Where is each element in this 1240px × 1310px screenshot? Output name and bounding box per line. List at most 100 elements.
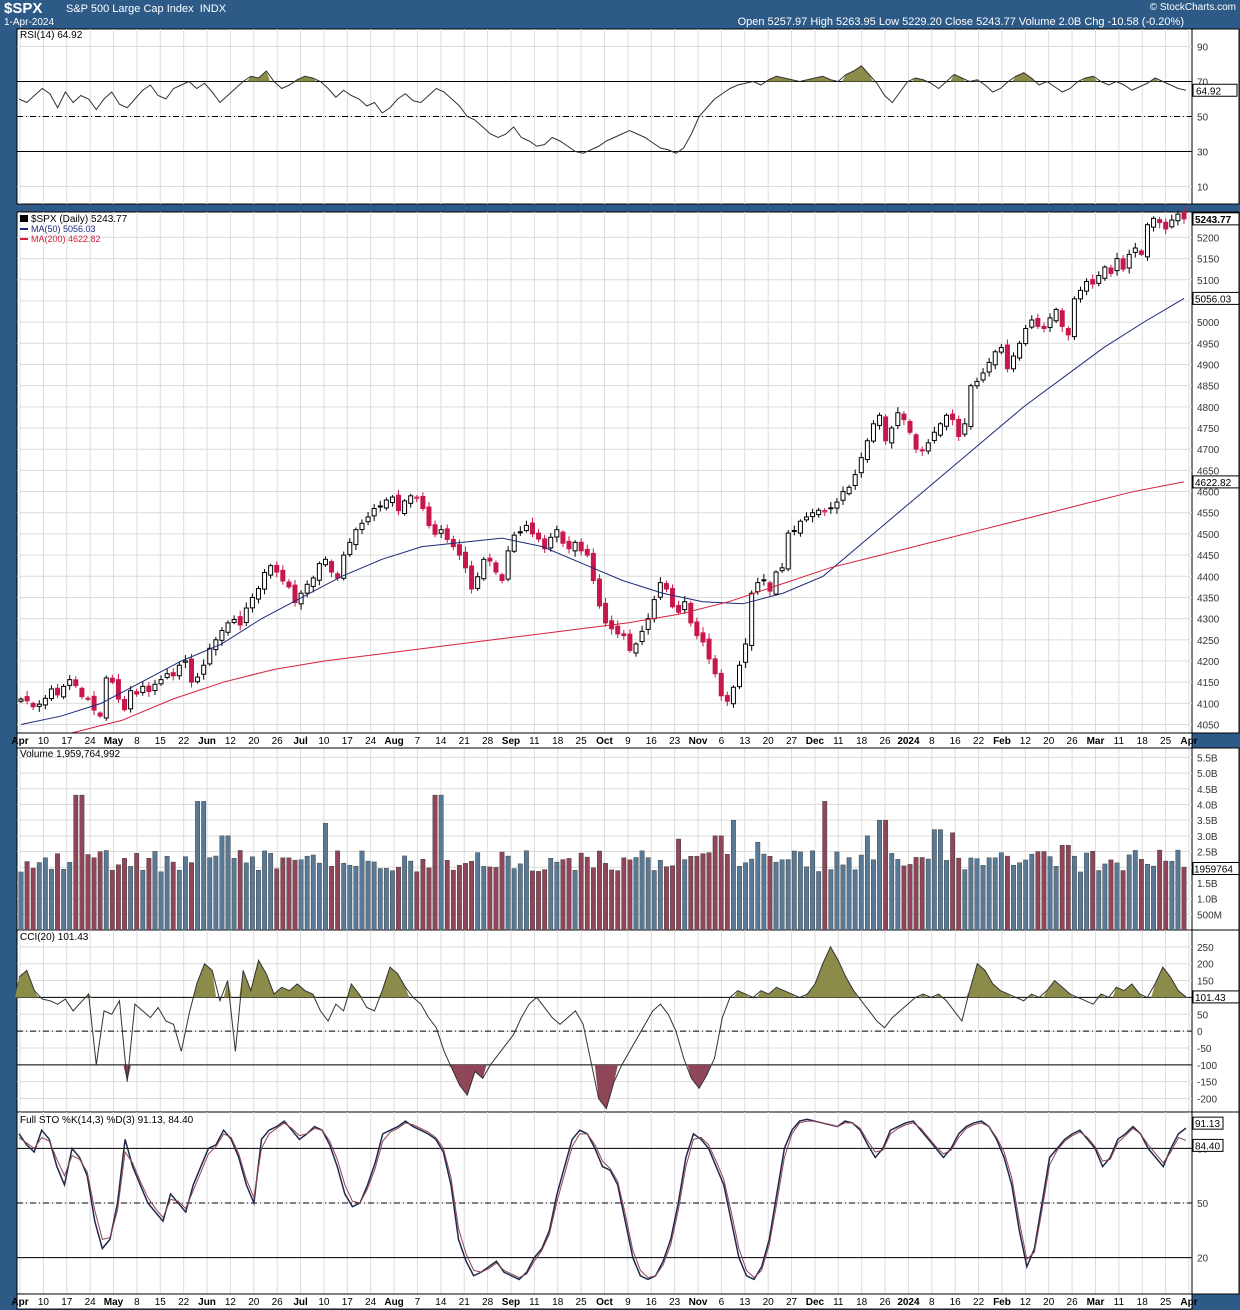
candle-body (1096, 275, 1102, 284)
x-tick-label-bottom: 18 (1137, 1297, 1149, 1308)
candle-body (1163, 221, 1169, 230)
rsi-last-label: 64.92 (1196, 86, 1221, 97)
volume-bar (670, 865, 675, 931)
x-axis-band-bottom (16, 1293, 1193, 1310)
volume-bar (603, 863, 608, 931)
volume-bar (61, 869, 67, 931)
volume-bar (304, 855, 310, 931)
cci-last-label: 101.43 (1195, 993, 1226, 1004)
volume-bar (938, 829, 943, 931)
volume-bar (840, 864, 846, 931)
x-tick-label-bottom: May (104, 1297, 124, 1308)
candle-body (968, 385, 974, 427)
x-tick-label: Oct (596, 736, 613, 747)
candle-body (274, 564, 280, 573)
candle-body (316, 563, 322, 581)
candle-body (286, 581, 292, 588)
candle-body (633, 643, 639, 654)
volume-bar (615, 870, 621, 931)
candle-body (432, 524, 438, 535)
x-tick-label: Jun (198, 736, 216, 747)
candle-body (956, 418, 962, 437)
candle-body (79, 687, 85, 698)
cci-line (18, 945, 1187, 1110)
ma50-line (20, 297, 1185, 726)
x-tick-label: 10 (38, 736, 50, 747)
volume-bar (1053, 866, 1059, 931)
volume-bar (1065, 845, 1071, 931)
x-tick-label: 18 (552, 736, 564, 747)
candle-body (55, 687, 61, 696)
candle-body (883, 416, 889, 442)
candle-body (919, 449, 925, 452)
x-tick-label-bottom: 8 (134, 1297, 140, 1308)
volume-bar (371, 861, 377, 931)
volume-bar (688, 856, 694, 931)
candle-body (322, 558, 328, 566)
y-tick-label: 250 (1197, 943, 1214, 954)
candle-body (402, 500, 408, 514)
volume-bar (913, 857, 919, 931)
candle-body (24, 696, 30, 702)
volume-last-label: 1959764 (1194, 864, 1233, 875)
volume-bar (256, 870, 261, 931)
x-tick-label-bottom: 8 (929, 1297, 935, 1308)
candle-body (877, 414, 883, 426)
x-tick-label: 12 (1020, 736, 1032, 747)
candle-body (42, 697, 48, 706)
x-tick-label-bottom: Jun (198, 1297, 216, 1308)
volume-bar (49, 868, 54, 931)
candle-body (810, 512, 816, 518)
candle-body (365, 516, 371, 523)
volume-bar (1090, 851, 1096, 931)
rsi-overbought-fill (803, 76, 835, 82)
candle-body (676, 604, 682, 613)
y-axis-bg (1191, 929, 1240, 1113)
candle-body (1108, 267, 1114, 274)
volume-bar (986, 857, 992, 931)
candle-body (712, 658, 718, 675)
rsi-overbought-fill (911, 78, 928, 82)
x-tick-label-bottom: Apr (11, 1297, 28, 1308)
volume-bar (822, 801, 828, 931)
cci-oversold-fill (594, 1064, 618, 1109)
volume-bar (396, 866, 401, 931)
volume-bar (231, 858, 237, 931)
y-tick-label: 4550 (1197, 509, 1220, 520)
y-tick-label: 4350 (1197, 593, 1220, 604)
candle-body (505, 550, 511, 580)
volume-bar (1138, 859, 1144, 931)
volume-bar (974, 858, 980, 931)
volume-bar (201, 801, 207, 931)
rsi-overbought-fill (950, 74, 966, 82)
volume-bar (414, 871, 420, 931)
x-tick-label-bottom: 20 (248, 1297, 260, 1308)
x-tick-label: 28 (482, 736, 494, 747)
legend-candle-icon (20, 215, 28, 222)
symbol-name: S&P 500 Large Cap Index INDX (66, 3, 226, 15)
candle-body (1041, 325, 1047, 329)
volume-bar (505, 855, 511, 931)
x-tick-label: 26 (1067, 736, 1079, 747)
candle-body (743, 643, 749, 663)
volume-bar (249, 856, 255, 931)
y-tick-label: 5200 (1197, 233, 1220, 244)
x-tick-label-bottom: 16 (950, 1297, 962, 1308)
y-tick-label: 30 (1197, 148, 1209, 159)
rsi-overbought-fill (1151, 78, 1159, 82)
y-tick-label: -50 (1197, 1044, 1212, 1055)
candle-body (791, 530, 797, 533)
y-tick-label: 70 (1197, 78, 1209, 89)
candle-body (615, 625, 621, 635)
candle-body (1114, 258, 1120, 272)
candle-body (103, 677, 109, 719)
x-tick-label-bottom: 26 (1067, 1297, 1079, 1308)
volume-bar (554, 861, 560, 931)
volume-bar (627, 859, 633, 931)
x-tick-label-bottom: 14 (435, 1297, 447, 1308)
candle-body (97, 712, 103, 717)
cci-overbought-fill (757, 987, 796, 998)
volume-bar (1108, 859, 1114, 931)
candle-body (1071, 298, 1077, 338)
candle-body (115, 679, 121, 700)
